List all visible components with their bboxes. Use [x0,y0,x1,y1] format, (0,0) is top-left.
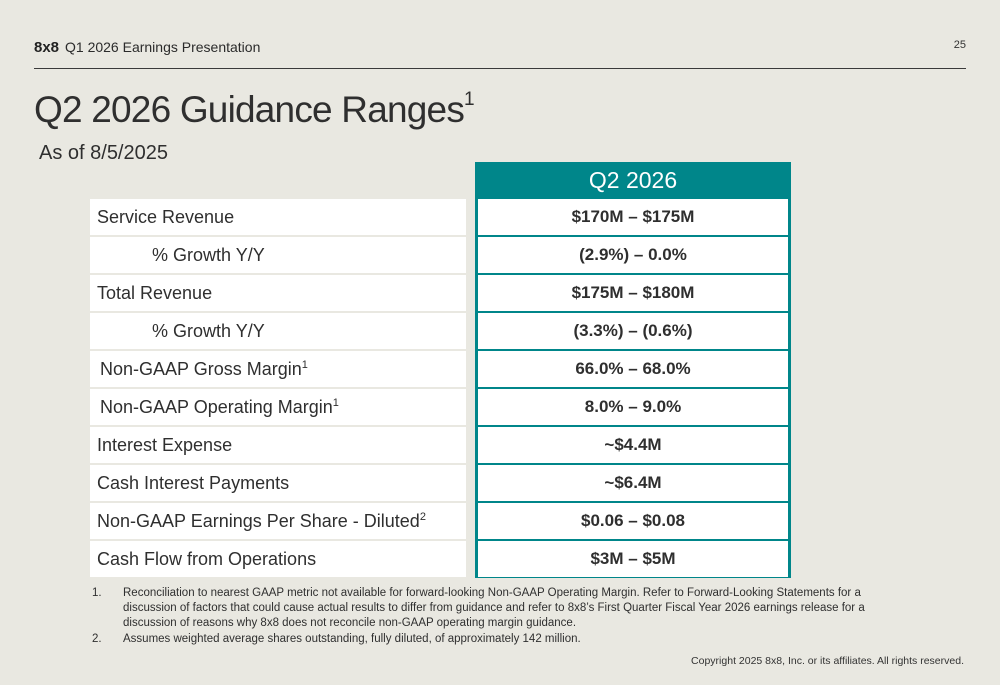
table-row-label: Cash Interest Payments [90,465,466,501]
table-row-label: Total Revenue [90,275,466,311]
metric-label: Non-GAAP Gross Margin [100,358,302,379]
page-number: 25 [953,39,966,51]
table-row-value: $0.06 – $0.08 [478,503,788,539]
footnote-text: Assumes weighted average shares outstand… [123,633,581,645]
table-row-label: Non-GAAP Operating Margin 1 [90,389,466,425]
metric-label: % Growth Y/Y [152,244,265,265]
table-row-value: $175M – $180M [478,275,788,311]
table-row-label: Non-GAAP Gross Margin 1 [90,351,466,387]
table-row-value: 66.0% – 68.0% [478,351,788,387]
table-row-value: (2.9%) – 0.0% [478,237,788,273]
slide-title-footnote-ref: 1 [464,88,475,110]
table-row-value: ~$4.4M [478,427,788,463]
table-row-value: (3.3%) – (0.6%) [478,313,788,349]
metric-label: Interest Expense [97,434,233,455]
table-row-label: Service Revenue [90,199,466,235]
slide-subtitle: As of 8/5/2025 [39,142,168,164]
table-row-value: $3M – $5M [478,541,788,577]
table-row-label: Non-GAAP Earnings Per Share - Diluted 2 [90,503,466,539]
slide-header: 8x8 Q1 2026 Earnings Presentation 25 [34,36,966,69]
footnote-ref: 1 [301,359,308,371]
copyright-notice: Copyright 2025 8x8, Inc. or its affiliat… [691,655,964,667]
footnote-ref: 2 [419,511,426,523]
table-row-label: Cash Flow from Operations [90,541,466,577]
footnote-ref: 1 [332,397,339,409]
company-logo: 8x8 [34,39,60,56]
metric-label: Cash Interest Payments [97,472,290,493]
footnote: 2. Assumes weighted average shares outst… [92,632,912,647]
guidance-labels: Service Revenue % Growth Y/Y Total Reven… [90,199,466,579]
guidance-value-column: Q2 2026 $170M – $175M (2.9%) – 0.0% $175… [475,162,791,578]
footnote-text: Reconciliation to nearest GAAP metric no… [123,587,865,629]
footnote-number: 2. [92,633,102,645]
table-row-value: $170M – $175M [478,199,788,235]
metric-label: Non-GAAP Earnings Per Share - Diluted [97,510,420,531]
table-row-label: % Growth Y/Y [90,237,466,273]
slide-title-text: Q2 2026 Guidance Ranges [34,89,465,130]
metric-label: Service Revenue [97,206,235,227]
metric-label: Non-GAAP Operating Margin [100,396,333,417]
metric-label: Total Revenue [97,282,213,303]
table-row-value: 8.0% – 9.0% [478,389,788,425]
column-header: Q2 2026 [588,167,678,193]
footnotes: 1. Reconciliation to nearest GAAP metric… [92,586,912,648]
deck-title: Q1 2026 Earnings Presentation [65,39,261,55]
table-row-value: ~$6.4M [478,465,788,501]
footnote: 1. Reconciliation to nearest GAAP metric… [92,586,912,631]
table-row-label: Interest Expense [90,427,466,463]
metric-label: Cash Flow from Operations [97,548,317,569]
metric-label: % Growth Y/Y [152,320,265,341]
table-row-label: % Growth Y/Y [90,313,466,349]
footnote-number: 1. [92,587,102,599]
slide-title: Q2 2026 Guidance Ranges1 [34,88,475,131]
